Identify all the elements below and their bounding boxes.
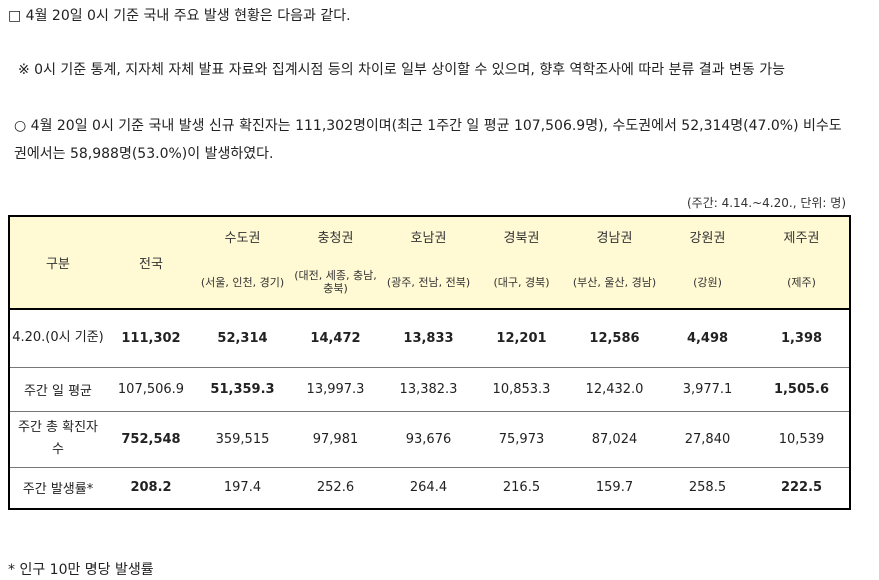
header-region-sub: (제주) <box>754 256 850 309</box>
cell-value: 75,973 <box>475 410 568 467</box>
cell-value: 1,398 <box>754 308 850 367</box>
header-region: 제주권 <box>754 216 850 256</box>
header-region: 경북권 <box>475 216 568 256</box>
cell-value: 52,314 <box>196 308 289 367</box>
cell-value: 51,359.3 <box>196 366 289 411</box>
regional-cases-table: 구분 전국 수도권 충청권 호남권 경북권 경남권 강원권 제주권 (서울, 인… <box>8 215 851 510</box>
row-label: 주간 일 평균 <box>9 366 106 411</box>
cell-value: 10,539 <box>754 410 850 467</box>
cell-value: 13,382.3 <box>382 366 475 411</box>
cell-value: 12,432.0 <box>568 366 661 411</box>
row-label: 4.20.(0시 기준) <box>9 308 106 367</box>
cell-value: 111,302 <box>106 308 196 367</box>
cell-value: 159.7 <box>568 466 661 509</box>
header-region-sub: (광주, 전남, 전북) <box>382 256 475 309</box>
header-region-sub: (강원) <box>661 256 754 309</box>
row-label: 주간 총 확진자 수 <box>9 410 106 467</box>
cell-value: 252.6 <box>289 466 382 509</box>
cell-value: 264.4 <box>382 466 475 509</box>
header-region-sub: (대전, 세종, 충남, 충북) <box>289 256 382 309</box>
cell-value: 3,977.1 <box>661 366 754 411</box>
cell-value: 208.2 <box>106 466 196 509</box>
header-region-sub: (대구, 경북) <box>475 256 568 309</box>
cell-value: 93,676 <box>382 410 475 467</box>
cell-value: 97,981 <box>289 410 382 467</box>
cell-value: 13,833 <box>382 308 475 367</box>
note-line: ※ 0시 기준 통계, 지자체 자체 발표 자료와 집계시점 등의 차이로 일부… <box>18 62 785 78</box>
table-row: 주간 총 확진자 수 752,548 359,515 97,981 93,676… <box>9 410 850 467</box>
unit-caption: (주간: 4.14.~4.20., 단위: 명) <box>686 196 846 210</box>
cell-value: 27,840 <box>661 410 754 467</box>
cell-value: 258.5 <box>661 466 754 509</box>
summary-paragraph: ○ 4월 20일 0시 기준 국내 발생 신규 확진자는 111,302명이며(… <box>14 118 842 162</box>
cell-value: 197.4 <box>196 466 289 509</box>
table-row: 주간 발생률* 208.2 197.4 252.6 264.4 216.5 15… <box>9 466 850 509</box>
cell-value: 1,505.6 <box>754 366 850 411</box>
header-region: 호남권 <box>382 216 475 256</box>
header-region: 수도권 <box>196 216 289 256</box>
header-national: 전국 <box>106 216 196 309</box>
cell-value: 13,997.3 <box>289 366 382 411</box>
cell-value: 107,506.9 <box>106 366 196 411</box>
cell-value: 216.5 <box>475 466 568 509</box>
cell-value: 222.5 <box>754 466 850 509</box>
header-region-sub: (서울, 인천, 경기) <box>196 256 289 309</box>
cell-value: 87,024 <box>568 410 661 467</box>
intro-line: □ 4월 20일 0시 기준 국내 주요 발생 현황은 다음과 같다. <box>8 8 351 24</box>
row-label: 주간 발생률* <box>9 466 106 509</box>
cell-value: 752,548 <box>106 410 196 467</box>
header-region: 강원권 <box>661 216 754 256</box>
header-region: 경남권 <box>568 216 661 256</box>
cell-value: 4,498 <box>661 308 754 367</box>
header-region-sub: (부산, 울산, 경남) <box>568 256 661 309</box>
cell-value: 14,472 <box>289 308 382 367</box>
table-row: 주간 일 평균 107,506.9 51,359.3 13,997.3 13,3… <box>9 366 850 411</box>
cell-value: 12,586 <box>568 308 661 367</box>
table-row: 4.20.(0시 기준) 111,302 52,314 14,472 13,83… <box>9 308 850 367</box>
cell-value: 12,201 <box>475 308 568 367</box>
footnote: * 인구 10만 명당 발생률 <box>8 562 154 578</box>
header-region: 충청권 <box>289 216 382 256</box>
cell-value: 359,515 <box>196 410 289 467</box>
cell-value: 10,853.3 <box>475 366 568 411</box>
header-corner: 구분 <box>9 216 106 309</box>
